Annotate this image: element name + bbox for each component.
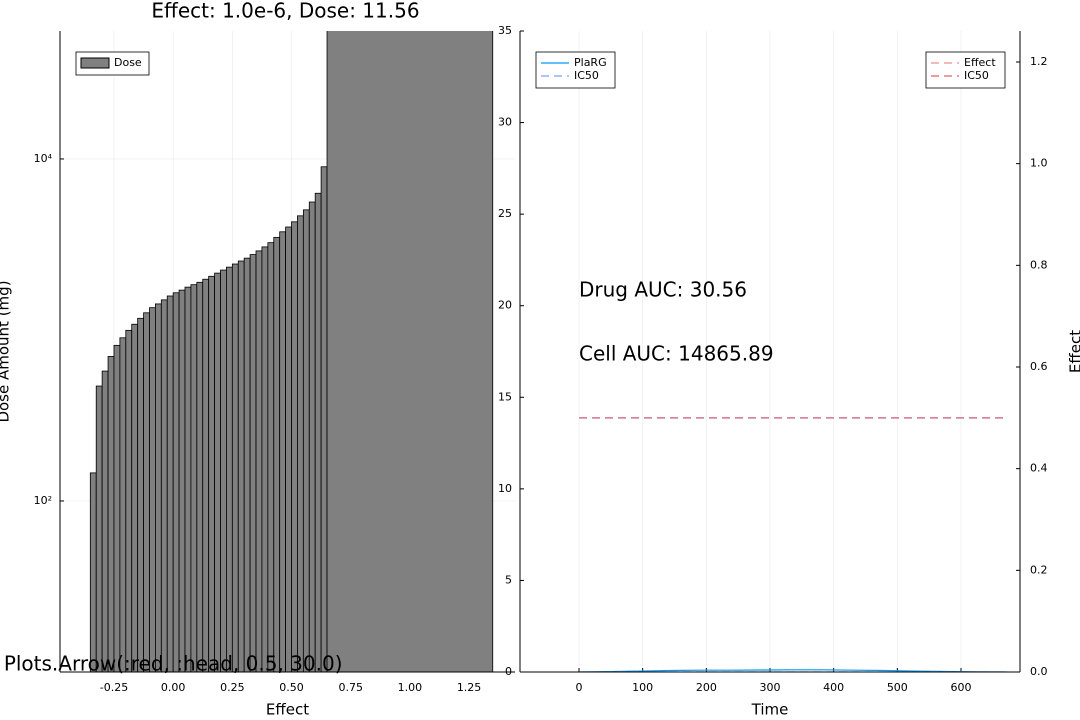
bar <box>237 260 245 672</box>
legend-label: PlaRG <box>574 56 607 69</box>
bar <box>137 317 144 672</box>
bar <box>249 254 257 672</box>
bar <box>89 472 97 672</box>
bar <box>202 278 210 672</box>
annotation: Drug AUC: 30.56 <box>579 278 747 302</box>
x-tick-label: 0.00 <box>161 681 186 694</box>
chart-title: Effect: 1.0e-6, Dose: 11.56 <box>151 0 419 23</box>
bar <box>131 323 139 672</box>
bar <box>320 166 328 672</box>
y2-tick-label: 1.2 <box>1030 55 1048 68</box>
legend-label: IC50 <box>964 69 989 82</box>
y-tick-label: 10² <box>34 494 52 507</box>
y-tick-label: 20 <box>498 299 512 312</box>
bar <box>279 231 287 672</box>
bar <box>155 303 162 672</box>
bar <box>119 337 127 672</box>
bar <box>149 307 156 672</box>
bar <box>302 209 310 672</box>
bar <box>184 286 192 672</box>
bar <box>273 236 281 672</box>
bar <box>308 201 316 672</box>
x-axis-label: Time <box>751 701 789 719</box>
y-tick-label: 15 <box>498 390 512 403</box>
y2-tick-label: 0.6 <box>1030 360 1048 373</box>
legend-label: Dose <box>114 56 142 69</box>
bar <box>178 289 186 672</box>
bar <box>172 292 180 672</box>
bar <box>196 281 204 672</box>
annotation: Cell AUC: 14865.89 <box>579 342 774 366</box>
bar <box>143 312 150 672</box>
y-tick-label: 10⁴ <box>34 152 53 165</box>
legend-box <box>925 51 1006 89</box>
y2-axis-label: Effect <box>1067 330 1080 373</box>
y-tick-label: 30 <box>498 116 512 129</box>
x-tick-label: 600 <box>950 681 971 694</box>
y2-tick-label: 1.0 <box>1030 157 1048 170</box>
bar <box>291 221 298 672</box>
x-tick-label: 0 <box>576 681 583 694</box>
bar <box>255 250 263 672</box>
y2-tick-label: 0.0 <box>1030 665 1048 678</box>
bar <box>243 257 251 672</box>
y2-tick-label: 0.2 <box>1030 563 1048 576</box>
y-tick-label: 5 <box>505 573 512 586</box>
legend-label: IC50 <box>574 69 599 82</box>
x-tick-label: -0.25 <box>100 681 128 694</box>
x-tick-label: 200 <box>696 681 717 694</box>
x-tick-label: 300 <box>760 681 781 694</box>
y-tick-label: 35 <box>498 24 512 37</box>
annotation: Plots.Arrow(:red, :head, 0.5, 30.0) <box>4 651 343 675</box>
y2-tick-label: 0.4 <box>1030 462 1048 475</box>
x-tick-label: 1.00 <box>398 681 423 694</box>
series-line <box>579 669 1007 672</box>
x-tick-label: 500 <box>887 681 908 694</box>
legend-box <box>535 51 616 89</box>
legend-label: Effect <box>964 56 996 69</box>
bar <box>107 356 115 672</box>
y-tick-label: 25 <box>498 207 512 220</box>
bars <box>89 31 494 672</box>
bar <box>113 344 121 672</box>
bar <box>314 192 322 672</box>
bar <box>208 275 215 672</box>
y-tick-label: 0 <box>505 665 512 678</box>
x-tick-label: 0.25 <box>220 681 245 694</box>
x-tick-label: 400 <box>823 681 844 694</box>
bar <box>166 295 174 672</box>
bar <box>101 370 109 672</box>
y2-tick-label: 0.8 <box>1030 258 1048 271</box>
x-tick-label: 0.50 <box>279 681 304 694</box>
bar <box>160 299 168 672</box>
lines <box>579 417 1007 672</box>
bar <box>226 266 233 672</box>
bar <box>125 329 133 672</box>
x-tick-label: 1.25 <box>457 681 482 694</box>
bar <box>261 246 269 672</box>
plot: -0.25 0.00 0.25 0.50 0.75 1.00 1.25 10² 10⁴ Effec… <box>0 0 515 719</box>
x-tick-label: 0.75 <box>338 681 363 694</box>
y-axis-label: Dose Amount (mg) <box>0 280 13 422</box>
legend-swatch <box>80 57 110 69</box>
bar <box>214 272 221 672</box>
bar <box>190 284 198 672</box>
bar <box>231 263 239 672</box>
bar <box>297 215 304 672</box>
bar <box>326 31 494 672</box>
x-tick-label: 100 <box>632 681 653 694</box>
plot: 0 100 200 300 400 500 600 0 5 10 15 20 25 30 35 0.0 0.2 0… <box>498 24 1080 719</box>
bar <box>95 385 103 672</box>
bar <box>285 226 292 672</box>
bar <box>220 269 227 672</box>
y-tick-label: 10 <box>498 482 512 495</box>
bar <box>267 242 275 672</box>
x-axis-label: Effect <box>266 701 309 719</box>
